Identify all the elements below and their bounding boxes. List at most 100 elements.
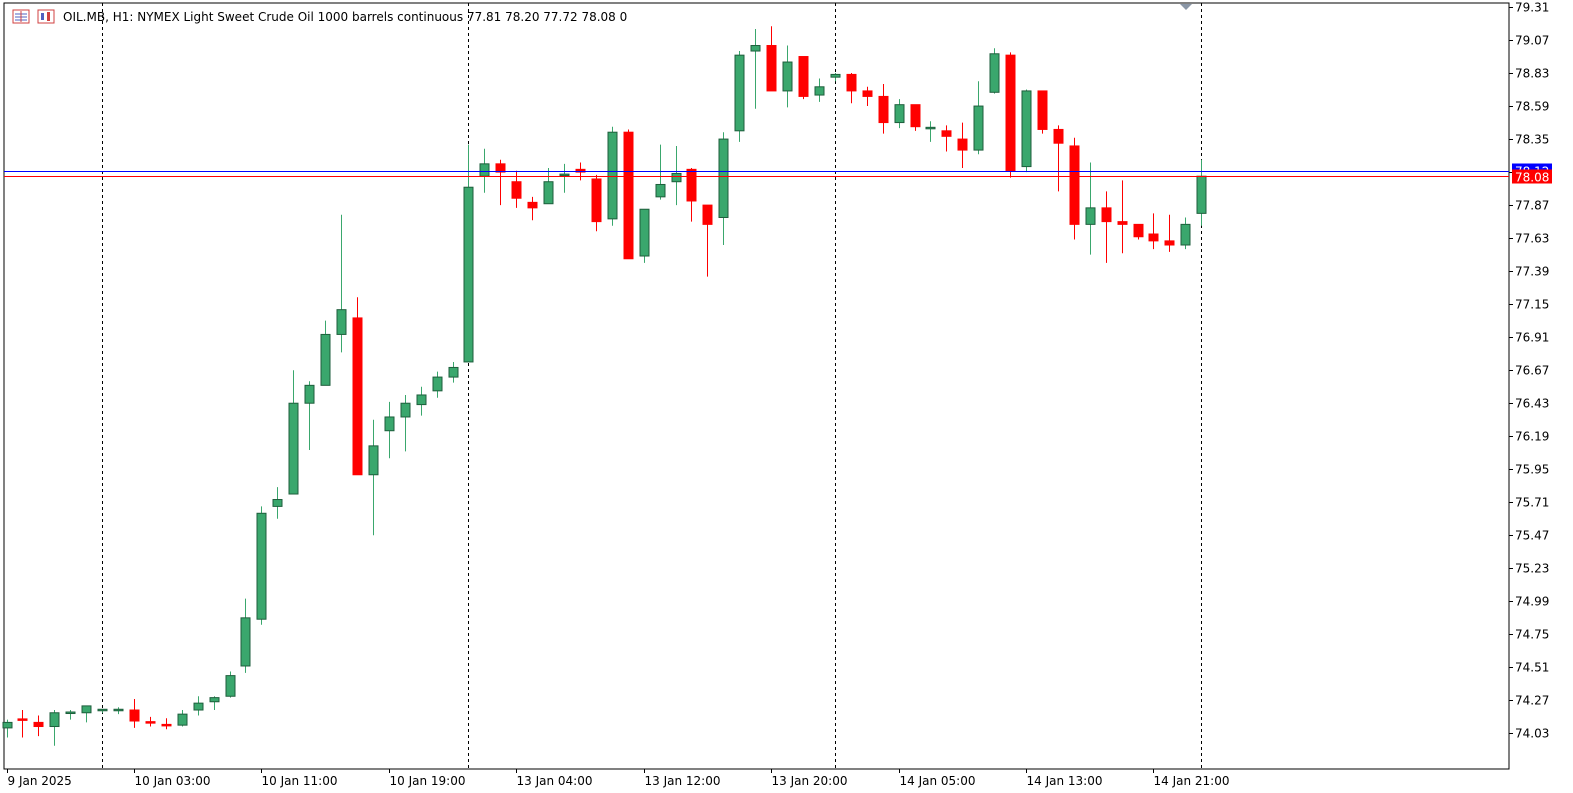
candle[interactable] <box>1101 191 1112 263</box>
candle-body-bull <box>830 73 841 78</box>
candle[interactable] <box>256 506 267 625</box>
candle[interactable] <box>623 129 634 260</box>
candle[interactable] <box>973 81 984 155</box>
candle[interactable] <box>1133 223 1144 240</box>
candle[interactable] <box>448 361 459 383</box>
time-tick-label: 10 Jan 03:00 <box>135 774 211 788</box>
candle[interactable] <box>33 715 44 737</box>
price-tick-label: 74.99 <box>1515 595 1549 609</box>
chart-menu-icon[interactable] <box>12 9 30 24</box>
candle[interactable] <box>862 86 873 107</box>
candle[interactable] <box>639 208 650 263</box>
candle[interactable] <box>830 73 841 82</box>
candle-body-bull <box>256 512 267 620</box>
candle[interactable] <box>463 144 474 363</box>
candle[interactable] <box>671 145 682 206</box>
candle[interactable] <box>814 78 825 102</box>
candle[interactable] <box>320 320 331 386</box>
price-tick-label: 77.39 <box>1515 265 1549 279</box>
candle[interactable] <box>352 297 363 476</box>
candle[interactable] <box>910 104 921 131</box>
candle[interactable] <box>878 84 889 134</box>
candle-body-bear <box>129 709 140 722</box>
candle[interactable] <box>734 51 745 142</box>
candle[interactable] <box>846 73 857 104</box>
candle[interactable] <box>894 99 905 129</box>
candle[interactable] <box>193 696 204 716</box>
candle[interactable] <box>2 719 13 738</box>
candle[interactable] <box>1069 137 1080 240</box>
candle[interactable] <box>1021 89 1032 173</box>
candle[interactable] <box>957 122 968 168</box>
candle[interactable] <box>113 707 124 715</box>
candle[interactable] <box>416 386 427 416</box>
candle[interactable] <box>782 45 793 108</box>
candle[interactable] <box>1053 125 1064 192</box>
time-tick-label: 13 Jan 04:00 <box>517 774 593 788</box>
price-tick-label: 74.03 <box>1515 727 1549 741</box>
symbol-title: OIL.MB, H1: NYMEX Light Sweet Crude Oil … <box>63 10 627 24</box>
candle[interactable] <box>145 716 156 727</box>
candle[interactable] <box>925 121 936 142</box>
candle[interactable] <box>209 696 220 711</box>
candle[interactable] <box>65 710 76 720</box>
candle-body-bear <box>17 718 28 721</box>
candle-body-bull <box>49 712 60 728</box>
candle[interactable] <box>384 401 395 459</box>
time-axis[interactable]: 9 Jan 2025 10 Jan 03:00 10 Jan 11:00 10 Jan… <box>7 769 1230 788</box>
candle-body-bear <box>702 204 713 225</box>
candle-body-bear <box>161 723 172 727</box>
candle[interactable] <box>1085 162 1096 255</box>
candle[interactable] <box>1180 217 1191 250</box>
candle[interactable] <box>655 144 666 200</box>
candle-body-bull <box>463 186 474 363</box>
candle[interactable] <box>559 163 570 193</box>
candle-body-bear <box>1005 54 1016 172</box>
candle[interactable] <box>400 394 411 452</box>
candle[interactable] <box>1164 214 1175 252</box>
candle[interactable] <box>368 419 379 536</box>
candle[interactable] <box>543 167 554 205</box>
candle-body-bull <box>272 499 283 507</box>
candle[interactable] <box>225 671 236 698</box>
chart-header: OIL.MB, H1: NYMEX Light Sweet Crude Oil … <box>12 9 627 24</box>
candle-body-bear <box>575 168 586 173</box>
candle[interactable] <box>1037 90 1048 134</box>
candle[interactable] <box>161 718 172 730</box>
candle[interactable] <box>240 598 251 673</box>
candle[interactable] <box>288 370 299 495</box>
candle[interactable] <box>989 48 1000 94</box>
candle[interactable] <box>17 710 28 738</box>
candle[interactable] <box>129 699 140 728</box>
candle-body-bear <box>527 201 538 209</box>
candle[interactable] <box>1148 213 1159 250</box>
time-tick-label: 14 Jan 13:00 <box>1027 774 1103 788</box>
candle[interactable] <box>718 132 729 246</box>
candle[interactable] <box>304 381 315 450</box>
candle-body-bull <box>113 708 124 712</box>
candle[interactable] <box>177 710 188 727</box>
candle[interactable] <box>81 705 92 723</box>
chart-type-icon[interactable] <box>37 9 55 24</box>
candle[interactable] <box>798 56 809 100</box>
candle[interactable] <box>750 29 761 109</box>
candle-body-bear <box>766 45 777 92</box>
candle[interactable] <box>272 487 283 519</box>
candle[interactable] <box>432 371 443 398</box>
candle[interactable] <box>591 174 602 232</box>
price-axis[interactable]: 79.3179.0778.8378.5978.3578.1177.8777.63… <box>1509 1 1552 741</box>
candle[interactable] <box>527 196 538 221</box>
scroll-marker-icon[interactable] <box>1180 4 1192 10</box>
candle[interactable] <box>766 26 777 92</box>
candle[interactable] <box>97 708 108 713</box>
candle[interactable] <box>49 710 60 746</box>
candle[interactable] <box>336 214 347 353</box>
candle[interactable] <box>941 125 952 152</box>
candle[interactable] <box>702 204 713 277</box>
candle[interactable] <box>1117 180 1128 254</box>
price-tick-label: 77.63 <box>1515 232 1549 246</box>
candle-body-bull <box>671 172 682 183</box>
candle[interactable] <box>1005 52 1016 178</box>
candle[interactable] <box>495 159 506 206</box>
